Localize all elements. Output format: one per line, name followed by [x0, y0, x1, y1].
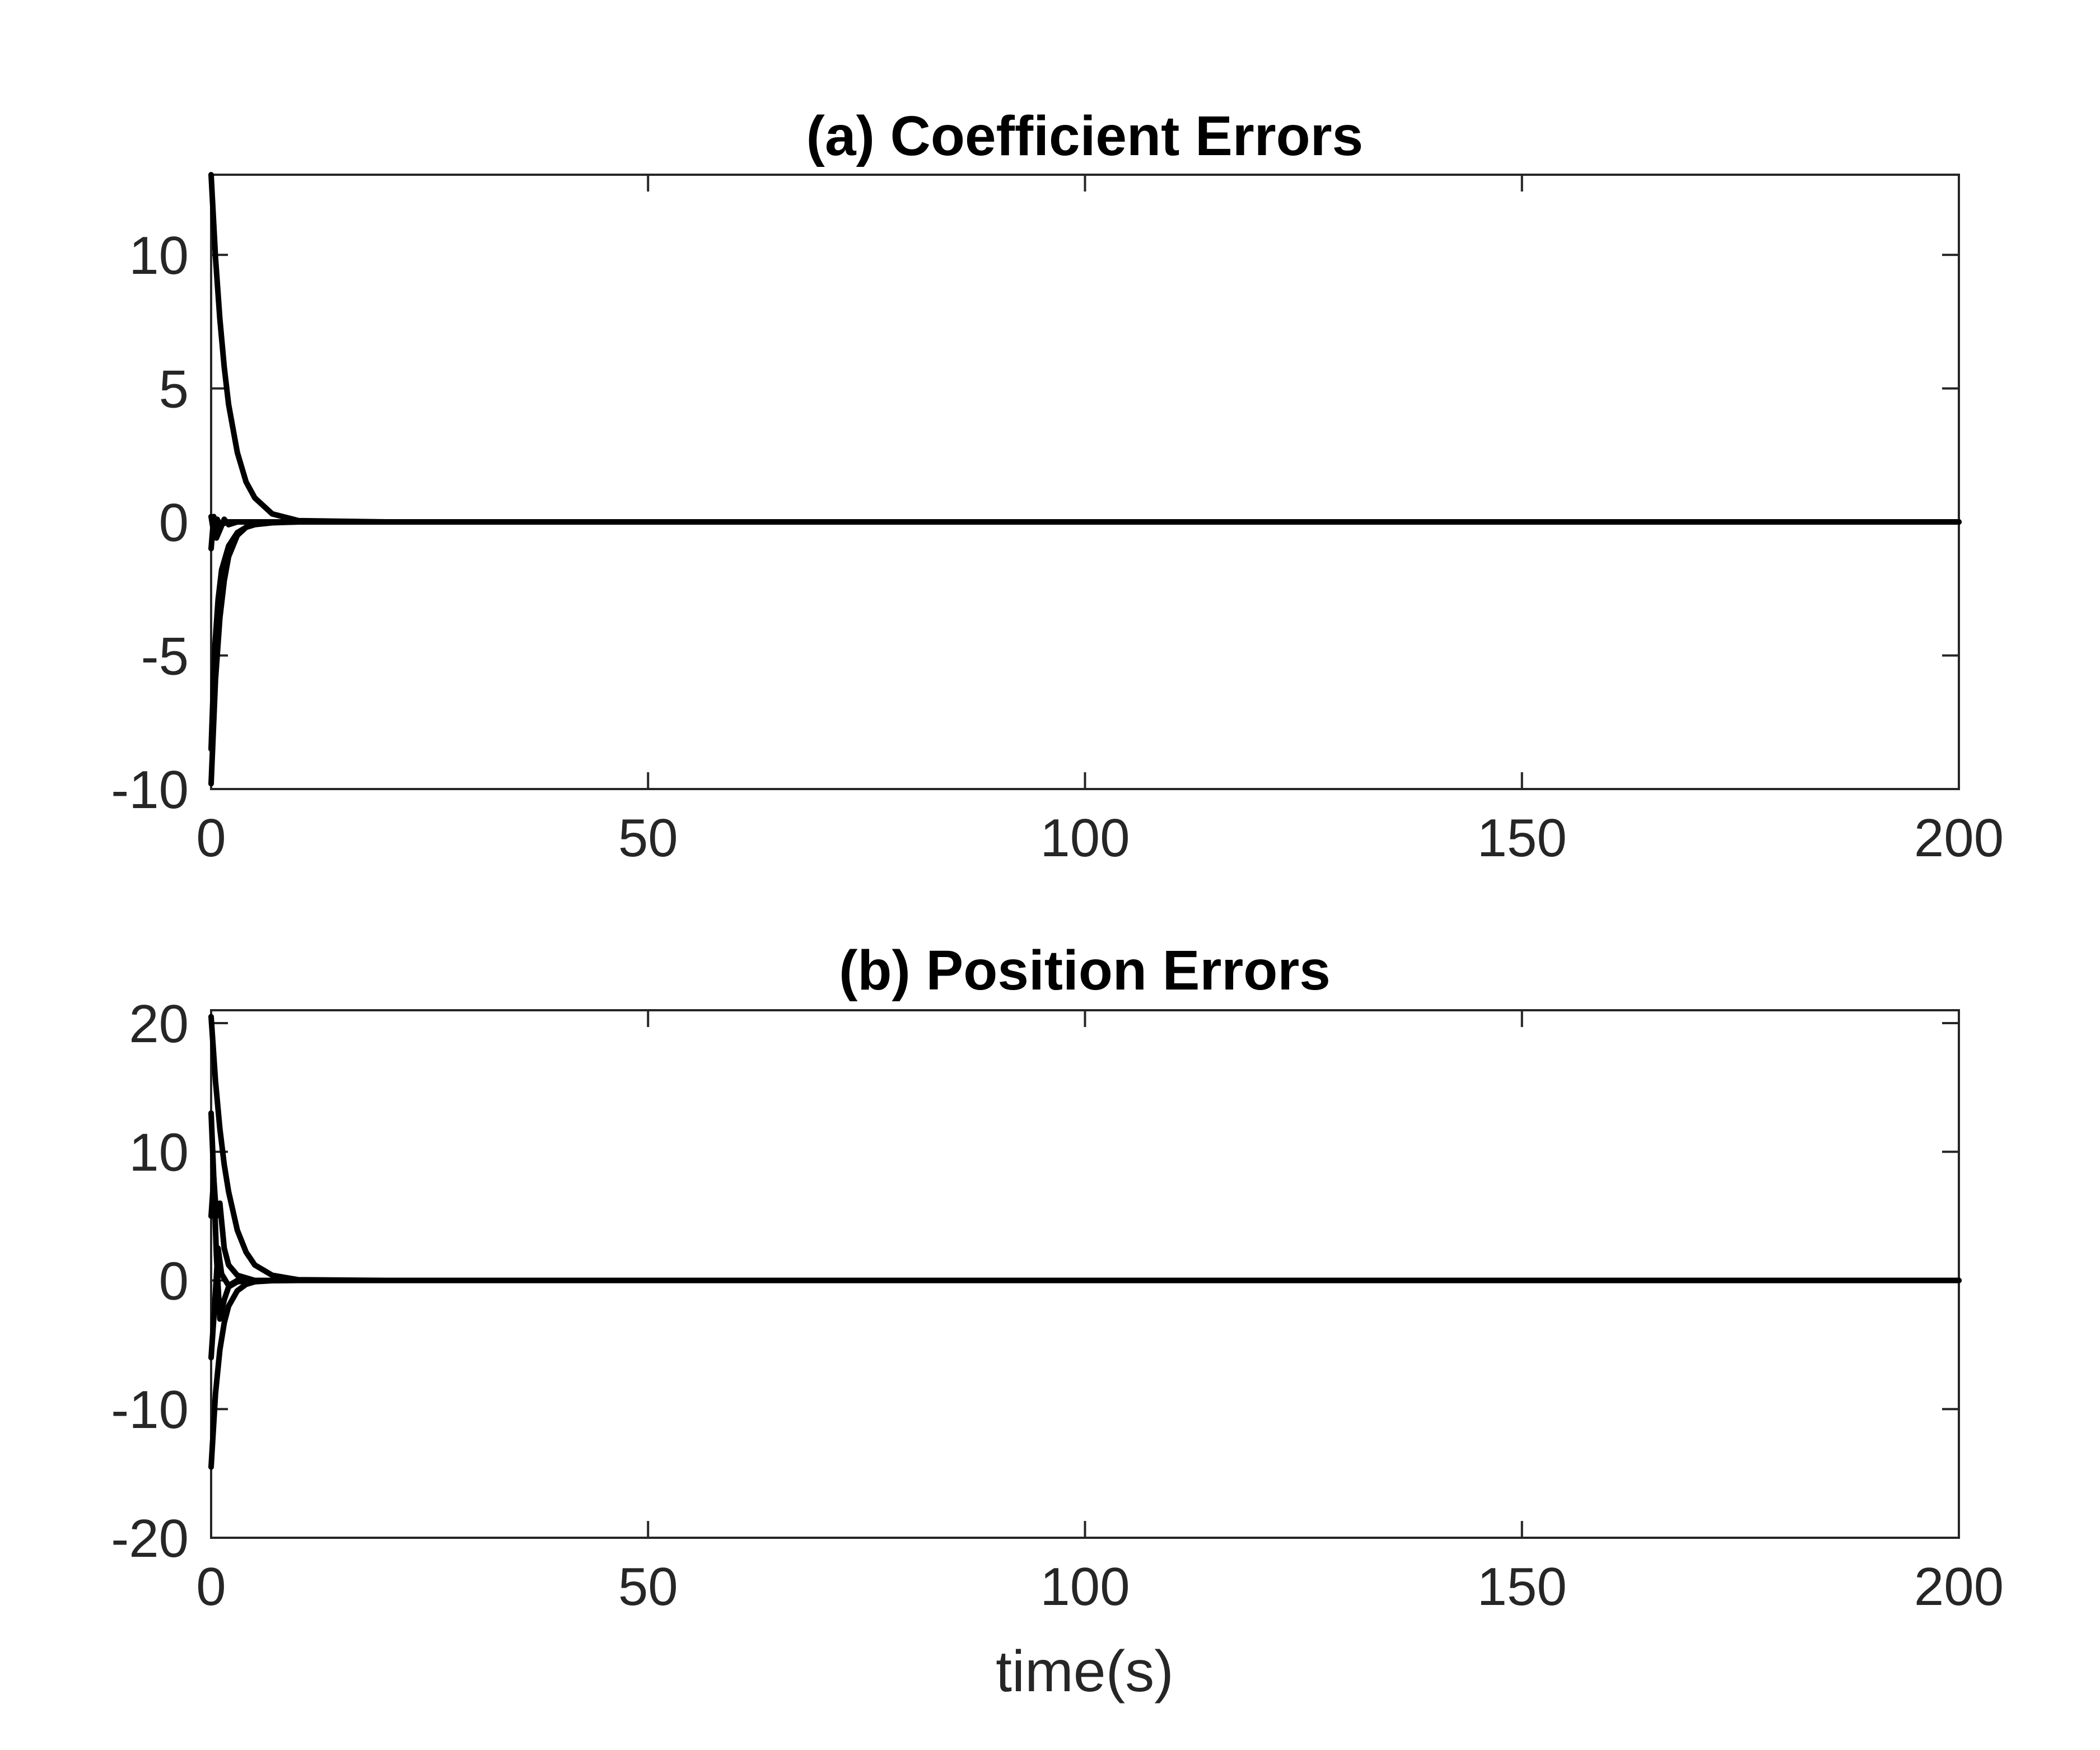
x-tick-label: 200 — [1914, 1557, 2004, 1617]
x-tick-label: 50 — [618, 1557, 678, 1617]
x-tick-labels: 0 50 100 150 200 — [196, 808, 2004, 868]
y-tick-label: 5 — [159, 360, 189, 419]
y-tick-label: 10 — [129, 226, 189, 286]
panel-coefficient-errors: (a) Coefficient Errors 0 50 100 150 200 -10-… — [111, 105, 2004, 868]
y-tick-label: 20 — [129, 994, 189, 1054]
x-tick-label: 100 — [1040, 1557, 1130, 1617]
y-tick-label: -10 — [111, 1380, 189, 1440]
panel-position-errors: (b) Position Errors 0 50 100 150 200 -20-100… — [111, 939, 2004, 1704]
y-tick-label: 10 — [129, 1123, 189, 1183]
axes-box — [210, 1009, 1960, 1539]
x-tick-label: 150 — [1477, 808, 1567, 868]
panel-title: (b) Position Errors — [839, 939, 1331, 1002]
y-tick-label: -5 — [141, 627, 189, 687]
x-tick-labels: 0 50 100 150 200 — [196, 1557, 2004, 1617]
series-line-5 — [208, 1245, 1962, 1361]
y-tick-labels: -20 -10 0 10 20 — [111, 994, 189, 1569]
x-tick-label: 200 — [1914, 808, 2004, 868]
y-tick-label: -10 — [111, 760, 189, 820]
x-axis-label: time(s) — [996, 1639, 1174, 1704]
y-tick-labels: -10 -5 0 5 10 — [111, 226, 189, 820]
x-tick-label: 100 — [1040, 808, 1130, 868]
series-group — [208, 1014, 1962, 1470]
y-tick-label: 0 — [159, 1251, 189, 1311]
x-tick-label: 150 — [1477, 1557, 1567, 1617]
series-line-5 — [208, 514, 1962, 536]
panel-title: (a) Coefficient Errors — [806, 105, 1364, 167]
x-tick-label: 0 — [196, 808, 226, 868]
y-tick-label: 0 — [159, 493, 189, 553]
x-tick-label: 50 — [618, 808, 678, 868]
axes-box — [210, 174, 1960, 790]
x-tick-label: 0 — [196, 1557, 226, 1617]
series-group — [208, 172, 1962, 787]
y-tick-label: -20 — [111, 1509, 189, 1569]
